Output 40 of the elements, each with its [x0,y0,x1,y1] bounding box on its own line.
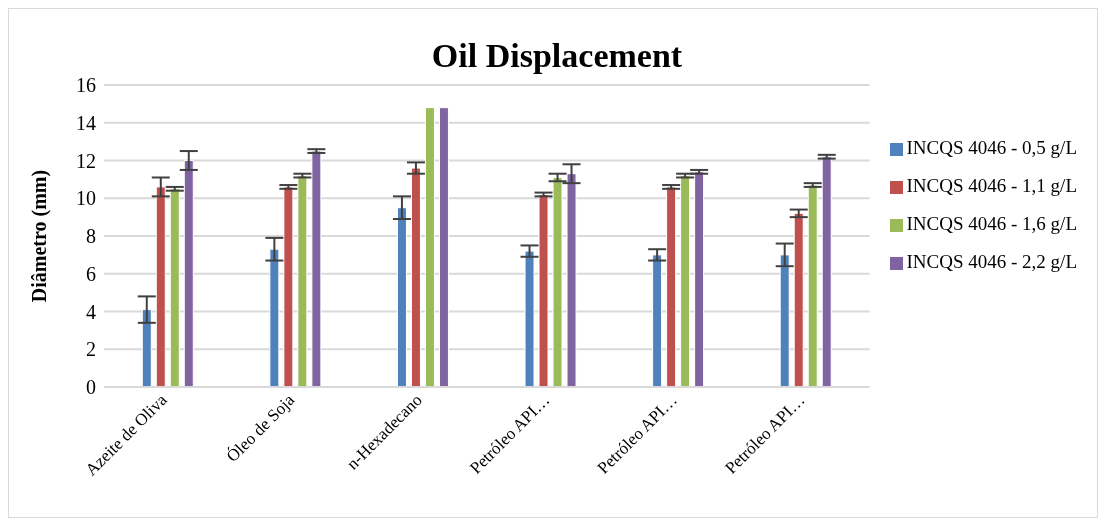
y-tick-label: 16 [76,74,96,97]
chart-title: Oil Displacement [430,37,684,75]
bar [680,175,691,387]
bar [410,167,421,387]
y-tick-label: 6 [86,262,96,285]
bar [538,193,549,387]
bar [311,150,322,387]
bar [779,254,790,387]
legend-label: INCQS 4046 - 0,5 g/L [906,137,1077,158]
y-tick-label: 4 [86,300,96,323]
bar [694,171,705,387]
bar [424,107,435,387]
legend-label: INCQS 4046 - 1,6 g/L [906,213,1077,234]
bar [283,186,294,387]
legend-label: INCQS 4046 - 1,1 g/L [906,175,1077,196]
bar [566,173,577,387]
bar [169,188,180,387]
bar [666,186,677,387]
y-tick-label: 12 [76,149,96,172]
bar [297,175,308,387]
bar [552,176,563,387]
bar [183,160,194,387]
bar [524,250,535,387]
bar [438,107,449,387]
bar [793,212,804,387]
y-tick-label: 10 [76,187,96,210]
legend-label: INCQS 4046 - 2,2 g/L [906,251,1077,272]
bar [807,184,818,387]
y-axis-title: Diâmetro (mm) [28,169,52,303]
x-tick-label: Óleo de Soja [222,390,299,466]
bar [155,186,166,387]
bar [652,254,663,387]
y-tick-label: 2 [86,338,96,361]
bar [396,207,407,387]
bar [269,248,280,387]
bar [821,156,832,387]
y-tick-label: 14 [76,111,96,134]
y-tick-label: 8 [86,225,96,248]
y-tick-label: 0 [86,376,96,399]
bar [141,309,152,387]
